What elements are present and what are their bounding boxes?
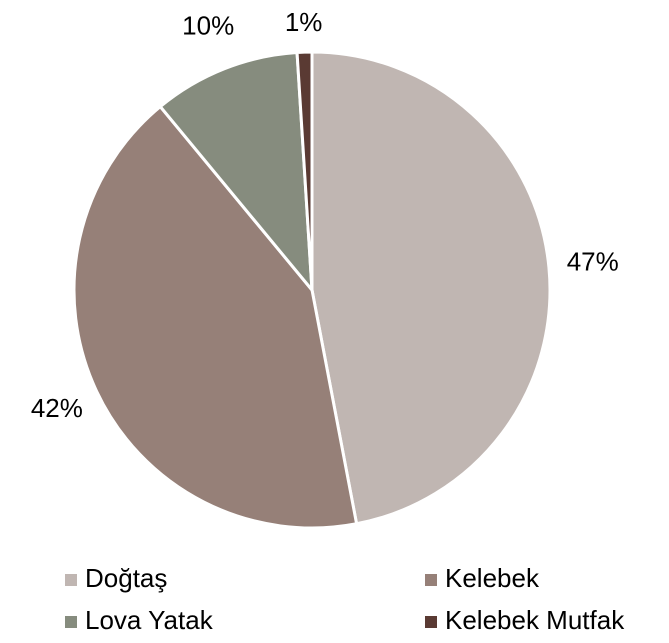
data-label: 1% (285, 7, 323, 37)
legend-label: Kelebek Mutfak (445, 605, 625, 635)
legend-label: Kelebek (445, 563, 540, 593)
pie-slice (295, 50, 314, 291)
legend-swatch (65, 616, 77, 628)
pie-slice (72, 104, 359, 530)
data-label: 42% (31, 393, 83, 423)
legend-label: Doğtaş (85, 563, 167, 593)
legend-swatch (425, 574, 437, 586)
legend-swatch (65, 574, 77, 586)
data-label: 47% (567, 246, 619, 276)
pie-slice (310, 50, 552, 526)
legend-swatch (425, 616, 437, 628)
data-label: 10% (182, 11, 234, 41)
legend-label: Lova Yatak (85, 605, 214, 635)
pie-slice (158, 50, 314, 295)
